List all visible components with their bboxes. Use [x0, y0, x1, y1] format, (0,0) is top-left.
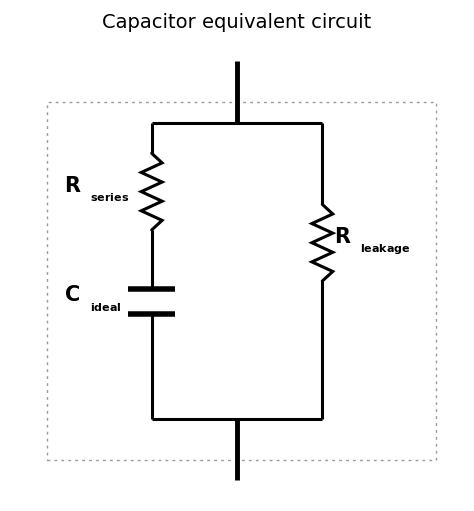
Text: Capacitor equivalent circuit: Capacitor equivalent circuit [102, 13, 372, 33]
Text: $\mathbf{C}$: $\mathbf{C}$ [64, 286, 80, 306]
Text: $\mathbf{ideal}$: $\mathbf{ideal}$ [90, 300, 122, 313]
Text: $\mathbf{series}$: $\mathbf{series}$ [90, 191, 129, 203]
Text: $\mathbf{leakage}$: $\mathbf{leakage}$ [360, 242, 411, 256]
Text: $\mathbf{R}$: $\mathbf{R}$ [64, 176, 82, 196]
Text: $\mathbf{R}$: $\mathbf{R}$ [334, 227, 352, 247]
